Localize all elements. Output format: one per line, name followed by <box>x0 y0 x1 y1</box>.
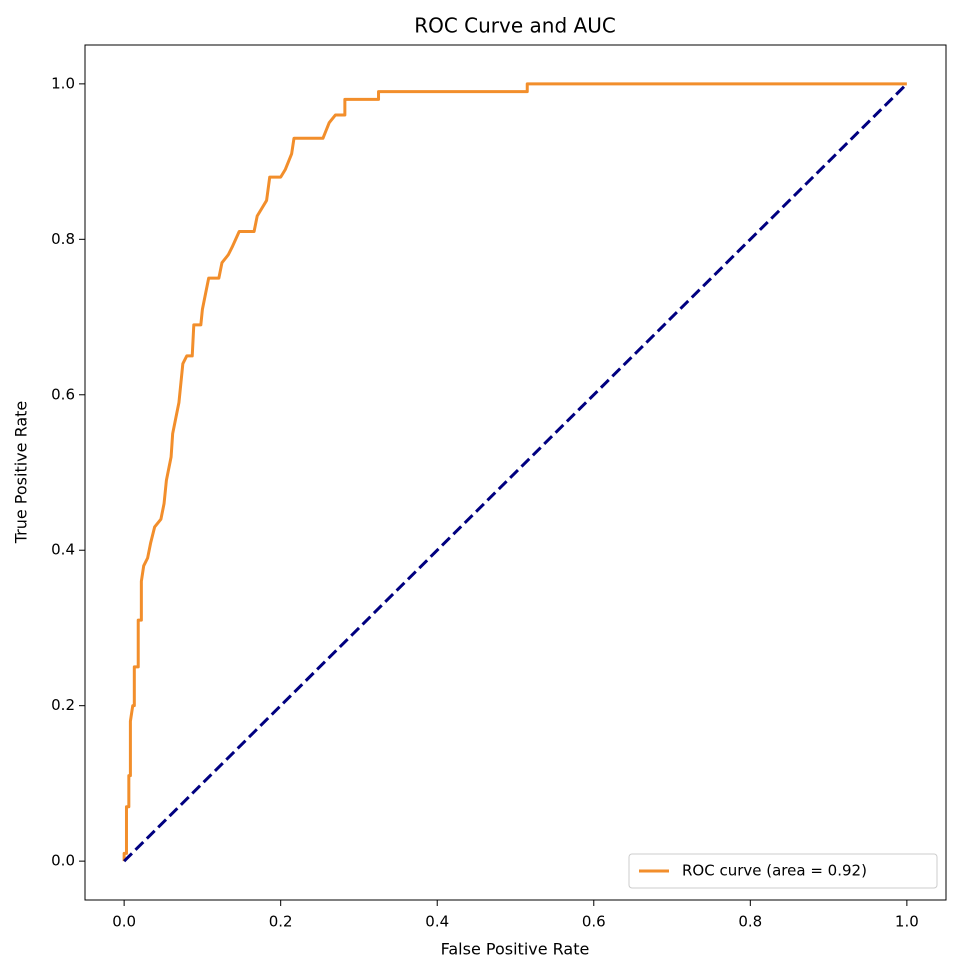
y-tick-label: 1.0 <box>51 74 75 92</box>
x-tick-label: 0.8 <box>738 913 762 931</box>
x-tick-label: 0.6 <box>582 913 606 931</box>
x-axis-label: False Positive Rate <box>441 940 590 959</box>
series-line <box>123 82 908 863</box>
chart-title: ROC Curve and AUC <box>414 14 616 38</box>
y-tick-label: 0.4 <box>51 541 75 559</box>
x-tick-label: 0.4 <box>425 913 449 931</box>
x-tick-label: 0.2 <box>269 913 293 931</box>
y-tick-label: 0.2 <box>51 696 75 714</box>
plot-frame <box>84 44 947 901</box>
y-axis-label: True Positive Rate <box>12 401 31 545</box>
y-tick-label: 0.6 <box>51 385 75 403</box>
y-tick-label: 0.8 <box>51 230 75 248</box>
y-tick-label: 0.0 <box>51 852 75 870</box>
x-tick-label: 0.0 <box>112 913 136 931</box>
legend-box <box>628 853 938 889</box>
series-line <box>122 82 907 862</box>
legend-label: ROC curve (area = 0.92) <box>682 862 867 880</box>
x-tick-label: 1.0 <box>895 913 919 931</box>
